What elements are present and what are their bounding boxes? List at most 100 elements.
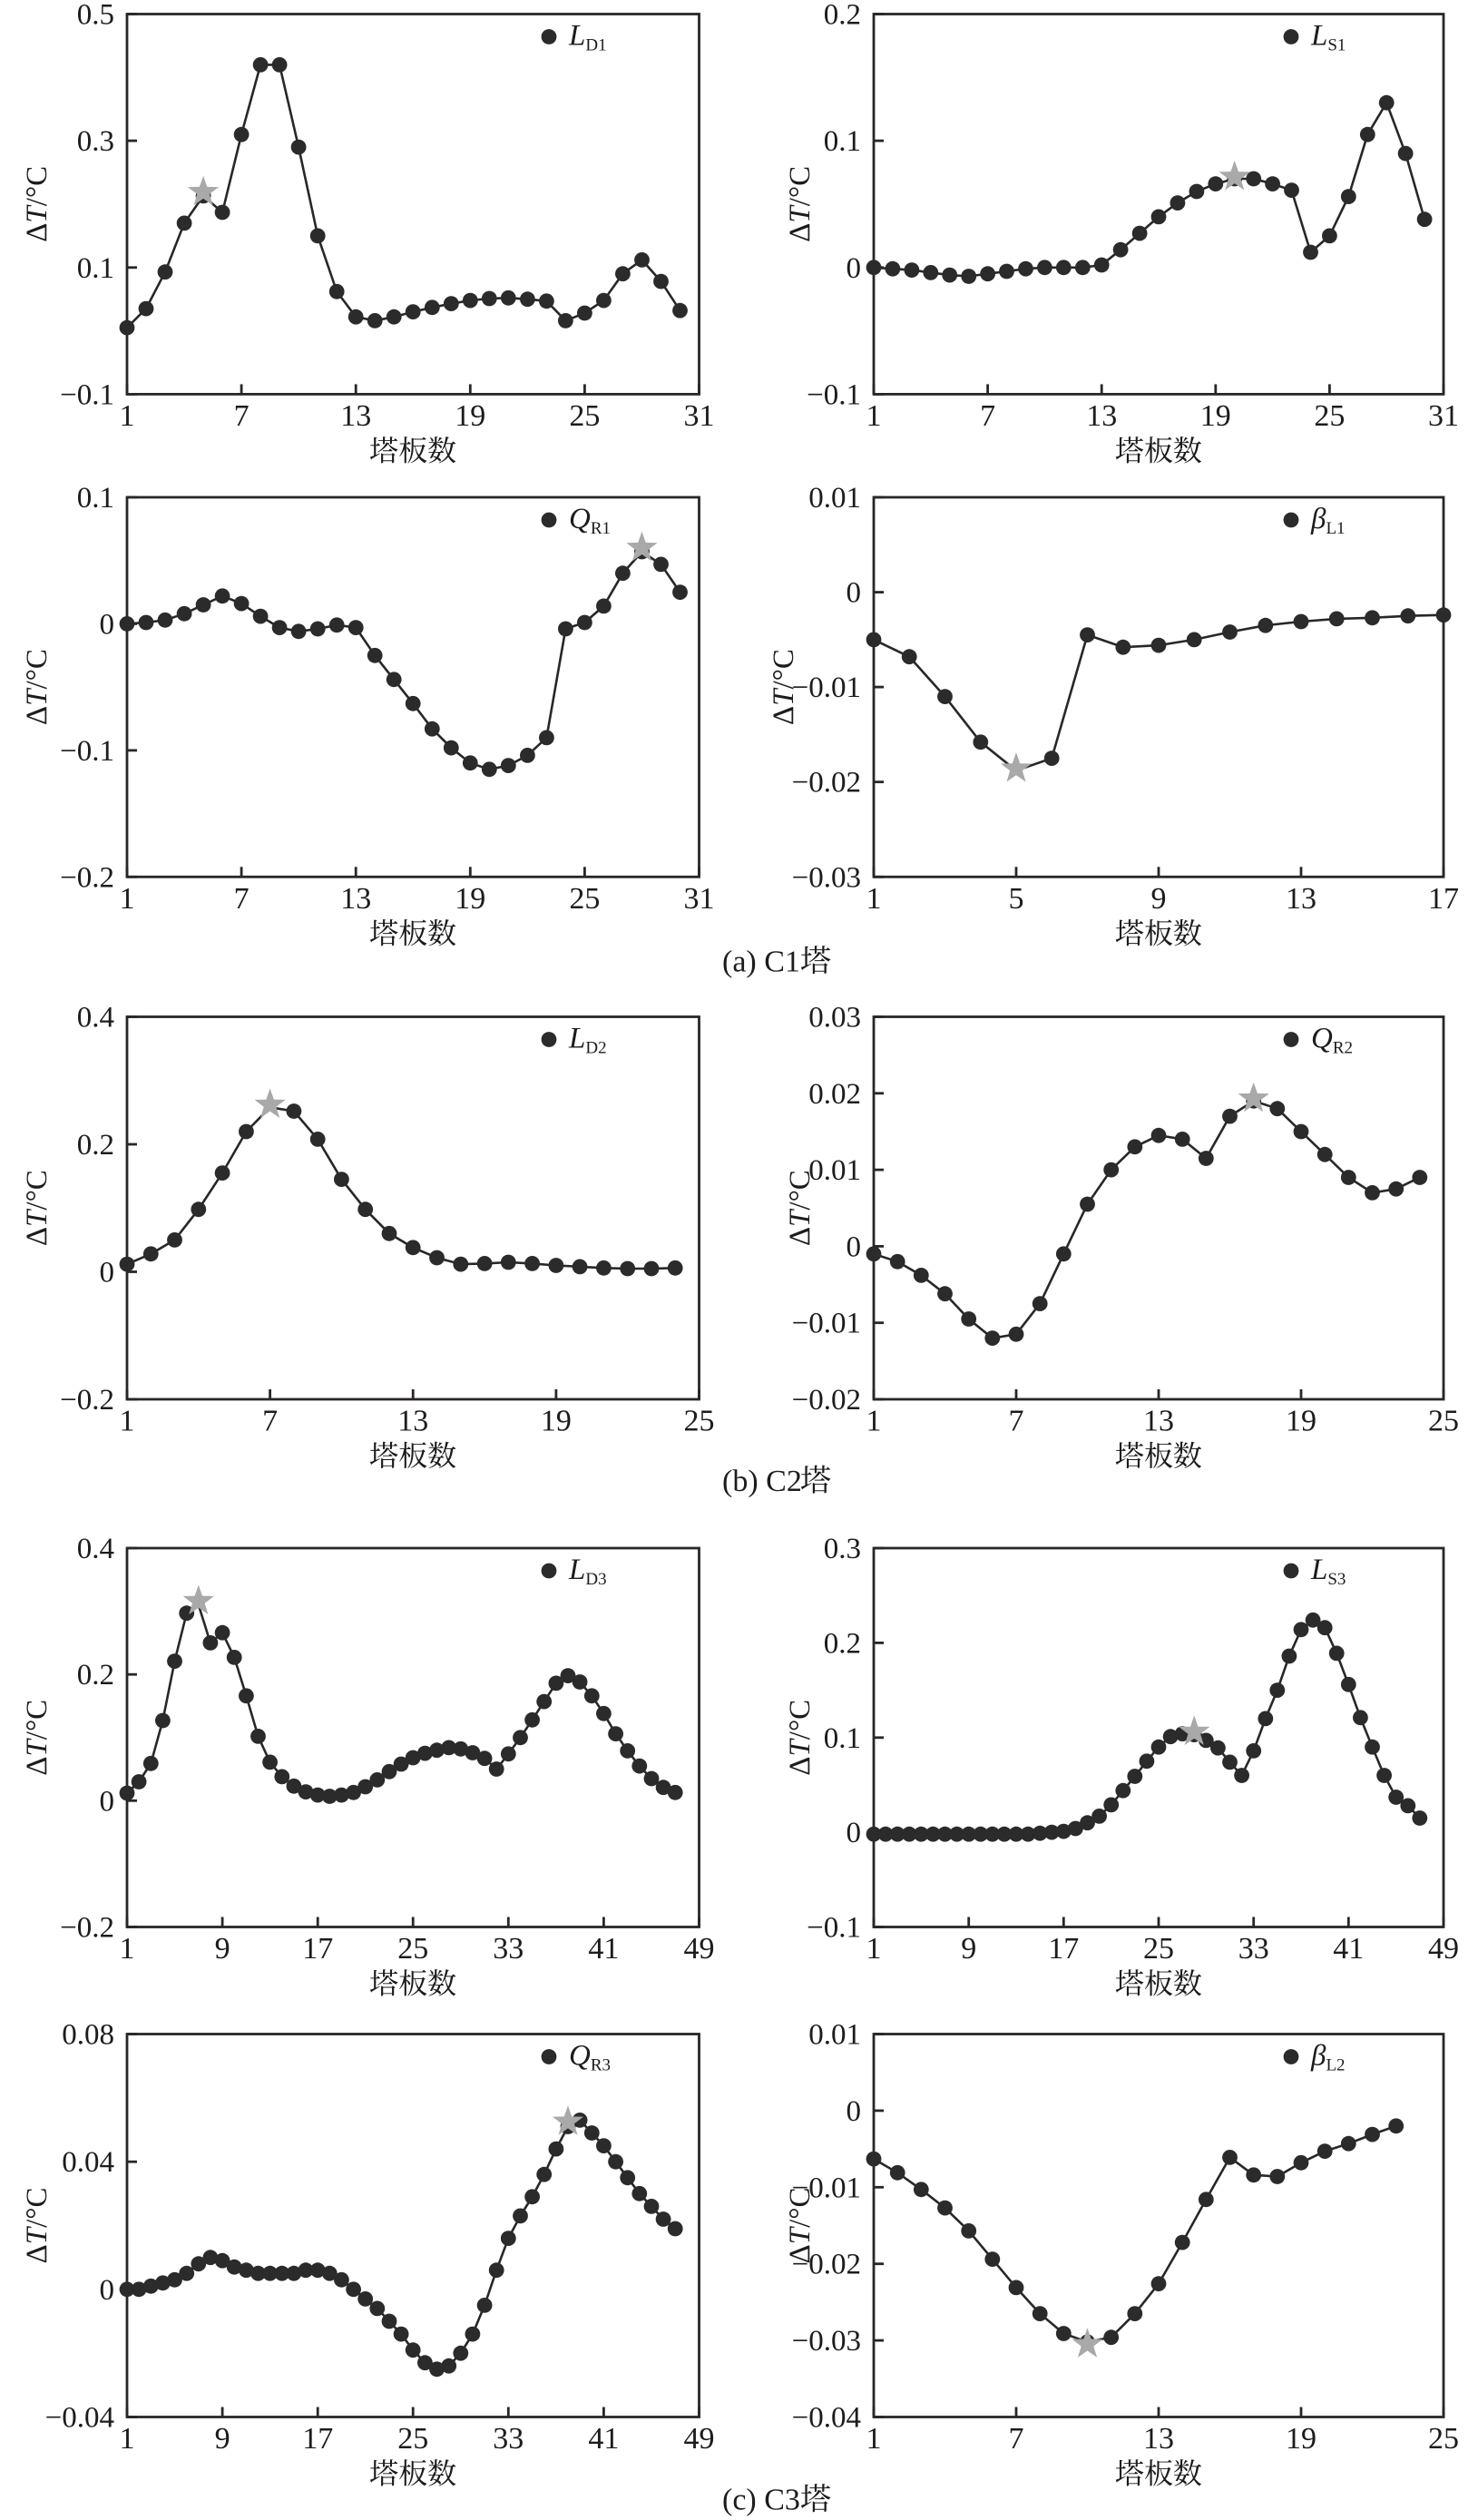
svg-text:7: 7 (1009, 1405, 1024, 1438)
svg-text:0: 0 (847, 1231, 862, 1263)
svg-text:0.02: 0.02 (808, 1078, 861, 1111)
svg-text:−0.04: −0.04 (792, 2402, 861, 2435)
svg-text:0.08: 0.08 (62, 2019, 114, 2052)
svg-text:−0.1: −0.1 (60, 735, 114, 768)
svg-text:13: 13 (1143, 1405, 1174, 1438)
svg-text:1: 1 (866, 1932, 882, 1966)
svg-text:31: 31 (1428, 399, 1459, 433)
svg-text:7: 7 (980, 399, 995, 433)
svg-text:25: 25 (1428, 2422, 1459, 2456)
svg-text:25: 25 (1143, 1932, 1174, 1966)
svg-text:ΔT/°C: ΔT/°C (784, 1170, 817, 1246)
svg-text:19: 19 (1200, 399, 1231, 433)
svg-text:−0.02: −0.02 (792, 767, 861, 799)
svg-text:41: 41 (588, 2422, 619, 2456)
svg-text:(b) C2: (b) C2 (722, 1465, 802, 1498)
svg-text:0.2: 0.2 (77, 1659, 114, 1691)
svg-text:1: 1 (120, 399, 135, 433)
svg-text:0.3: 0.3 (824, 1533, 861, 1565)
svg-text:19: 19 (1286, 1405, 1316, 1438)
svg-text:7: 7 (1009, 2422, 1024, 2456)
svg-text:0.01: 0.01 (808, 482, 861, 515)
svg-text:−0.1: −0.1 (60, 378, 114, 411)
svg-text:−0.1: −0.1 (807, 1912, 861, 1945)
svg-text:25: 25 (684, 1405, 715, 1438)
svg-text:ΔT/°C: ΔT/°C (768, 649, 800, 725)
svg-text:9: 9 (215, 2422, 230, 2456)
svg-text:ΔT/°C: ΔT/°C (21, 166, 54, 242)
svg-text:41: 41 (588, 1932, 619, 1966)
svg-text:ΔT/°C: ΔT/°C (784, 166, 817, 242)
svg-text:13: 13 (1143, 2422, 1174, 2456)
svg-text:9: 9 (215, 1932, 230, 1966)
svg-text:1: 1 (120, 2422, 135, 2456)
svg-text:13: 13 (1086, 399, 1117, 433)
svg-text:17: 17 (1428, 882, 1459, 916)
svg-text:41: 41 (1333, 1932, 1364, 1966)
svg-text:ΔT/°C: ΔT/°C (21, 2188, 54, 2264)
svg-text:25: 25 (569, 882, 600, 916)
svg-text:17: 17 (302, 1932, 333, 1966)
svg-text:0: 0 (100, 608, 115, 641)
svg-text:−0.2: −0.2 (60, 1912, 114, 1945)
svg-text:−0.01: −0.01 (792, 1308, 861, 1340)
svg-text:25: 25 (1428, 1405, 1459, 1438)
svg-text:0.01: 0.01 (808, 2019, 861, 2052)
svg-text:33: 33 (1238, 1932, 1269, 1966)
svg-text:−0.03: −0.03 (792, 861, 861, 894)
svg-text:0: 0 (100, 2274, 115, 2307)
svg-text:0.2: 0.2 (824, 0, 861, 32)
svg-text:1: 1 (866, 882, 882, 916)
svg-text:13: 13 (340, 399, 371, 433)
svg-text:0.1: 0.1 (824, 1722, 861, 1755)
svg-text:13: 13 (340, 882, 371, 916)
svg-text:0.01: 0.01 (808, 1154, 861, 1187)
svg-text:31: 31 (684, 399, 715, 433)
svg-text:7: 7 (234, 882, 250, 916)
svg-text:5: 5 (1009, 882, 1024, 916)
svg-text:ΔT/°C: ΔT/°C (21, 649, 54, 725)
svg-text:1: 1 (120, 1405, 135, 1438)
svg-text:−0.01: −0.01 (792, 672, 861, 704)
svg-text:0: 0 (847, 252, 862, 285)
svg-text:ΔT/°C: ΔT/°C (21, 1170, 54, 1246)
svg-text:ΔT/°C: ΔT/°C (784, 2188, 817, 2264)
svg-text:13: 13 (1286, 882, 1316, 916)
svg-text:0.1: 0.1 (77, 252, 114, 285)
svg-text:25: 25 (1314, 399, 1345, 433)
svg-text:−0.2: −0.2 (60, 861, 114, 894)
svg-text:0.4: 0.4 (77, 1002, 114, 1034)
svg-text:49: 49 (1428, 1932, 1459, 1966)
svg-text:7: 7 (262, 1405, 278, 1438)
svg-text:−0.1: −0.1 (807, 378, 861, 411)
svg-text:1: 1 (866, 399, 882, 433)
svg-text:−0.03: −0.03 (792, 2325, 861, 2358)
svg-text:0.4: 0.4 (77, 1533, 114, 1565)
svg-text:9: 9 (961, 1932, 976, 1966)
svg-text:0: 0 (847, 2095, 862, 2128)
svg-text:−0.01: −0.01 (792, 2172, 861, 2204)
svg-text:0: 0 (100, 1785, 115, 1818)
svg-text:−0.02: −0.02 (792, 2249, 861, 2281)
svg-text:0.3: 0.3 (77, 125, 114, 158)
svg-text:19: 19 (455, 399, 485, 433)
svg-text:33: 33 (493, 2422, 524, 2456)
svg-text:0: 0 (847, 1817, 862, 1849)
svg-text:13: 13 (397, 1405, 428, 1438)
svg-text:−0.02: −0.02 (792, 1384, 861, 1417)
svg-text:ΔT/°C: ΔT/°C (784, 1700, 817, 1776)
svg-text:0.1: 0.1 (77, 482, 114, 515)
svg-text:7: 7 (234, 399, 250, 433)
svg-text:0.2: 0.2 (77, 1129, 114, 1162)
svg-text:19: 19 (455, 882, 485, 916)
svg-text:25: 25 (397, 1932, 428, 1966)
svg-text:9: 9 (1151, 882, 1167, 916)
svg-text:(c) C3: (c) C3 (722, 2484, 800, 2517)
svg-text:−0.2: −0.2 (60, 1384, 114, 1417)
svg-text:1: 1 (866, 1405, 882, 1438)
svg-text:0: 0 (100, 1257, 115, 1289)
svg-text:19: 19 (1286, 2422, 1316, 2456)
svg-text:31: 31 (684, 882, 715, 916)
svg-text:33: 33 (493, 1932, 524, 1966)
svg-text:19: 19 (541, 1405, 572, 1438)
